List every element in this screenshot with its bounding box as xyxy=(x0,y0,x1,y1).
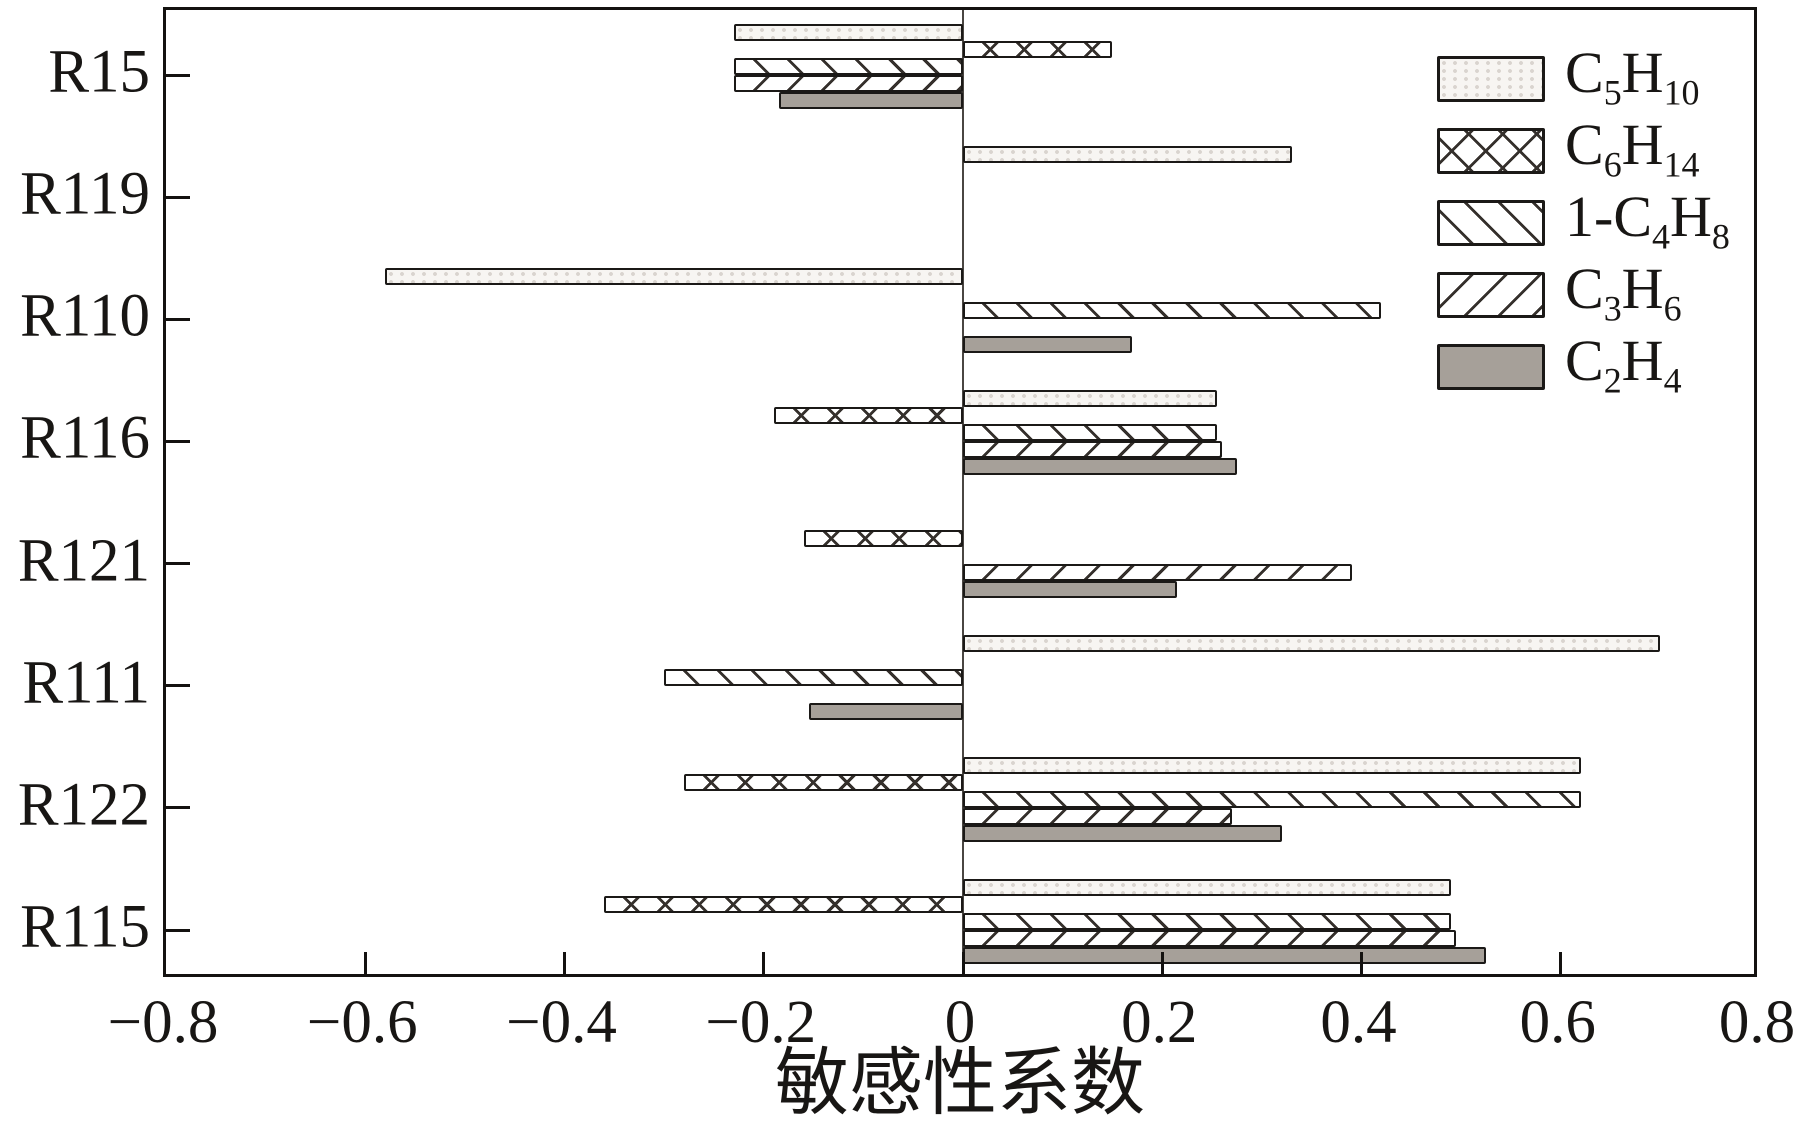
y-tick xyxy=(166,806,190,810)
bar-R122-C2H4 xyxy=(963,824,1282,842)
x-tick xyxy=(1559,952,1563,974)
legend-label-C2H4: C2H4 xyxy=(1565,328,1682,401)
y-tick xyxy=(166,684,190,688)
y-axis-label-R15: R15 xyxy=(48,38,150,106)
y-tick xyxy=(166,73,190,77)
bar-R111-C2H4 xyxy=(808,702,963,720)
bar-R115-C3H6 xyxy=(963,930,1457,947)
x-tick xyxy=(762,952,766,974)
x-axis-label-0.2: 0.2 xyxy=(1121,989,1198,1056)
bar-R119-C5H10 xyxy=(963,146,1292,164)
x-tick xyxy=(563,952,566,974)
bar-R122-C3H6 xyxy=(963,807,1232,825)
bar-R110-C2H4 xyxy=(963,336,1133,354)
bar-R115-C2H4 xyxy=(963,947,1487,964)
bar-R115-C5H10 xyxy=(963,879,1452,896)
bar-R122-1-C4H8 xyxy=(963,790,1581,808)
bar-R121-C6H14 xyxy=(803,529,963,547)
bar-R15-C3H6 xyxy=(733,75,963,92)
bar-R111-1-C4H8 xyxy=(664,668,963,686)
bar-R116-C5H10 xyxy=(963,390,1218,408)
bar-R15-C2H4 xyxy=(778,92,963,109)
x-axis-label-−0.2: −0.2 xyxy=(705,989,817,1056)
bar-R15-C6H14 xyxy=(963,41,1113,58)
bar-R15-1-C4H8 xyxy=(733,58,963,75)
y-tick xyxy=(166,317,190,321)
bar-R122-C6H14 xyxy=(684,773,963,791)
y-axis-label-R115: R115 xyxy=(20,893,150,961)
legend-label-1-C4H8: 1-C4H8 xyxy=(1565,184,1730,257)
x-tick xyxy=(1160,952,1164,974)
legend-label-C5H10: C5H10 xyxy=(1565,40,1700,113)
y-tick xyxy=(166,439,190,443)
bar-R116-C3H6 xyxy=(963,441,1223,459)
bar-R122-C5H10 xyxy=(963,756,1581,774)
bar-R116-C2H4 xyxy=(963,458,1237,476)
y-tick xyxy=(166,928,190,932)
legend-swatch-1-C4H8 xyxy=(1437,200,1545,246)
legend-swatch-C2H4 xyxy=(1437,344,1545,390)
y-axis-label-R111: R111 xyxy=(22,649,150,717)
y-axis-label-R119: R119 xyxy=(20,160,150,228)
legend-label-C6H14: C6H14 xyxy=(1565,112,1700,185)
bar-R111-C5H10 xyxy=(963,634,1661,652)
legend-swatch-C3H6 xyxy=(1437,272,1545,318)
x-tick xyxy=(363,952,367,974)
y-tick xyxy=(166,562,190,566)
legend-swatch-C6H14 xyxy=(1437,128,1545,174)
x-axis-label-−0.4: −0.4 xyxy=(506,989,617,1056)
x-axis-label-−0.6: −0.6 xyxy=(306,989,418,1056)
x-axis-label-0.6: 0.6 xyxy=(1519,989,1596,1056)
legend-label-C3H6: C3H6 xyxy=(1565,256,1682,329)
x-axis-title: 敏感性系数 xyxy=(775,1040,1145,1126)
y-axis-label-R122: R122 xyxy=(17,771,150,839)
bar-R110-1-C4H8 xyxy=(963,302,1382,320)
x-tick xyxy=(1360,952,1363,974)
bar-R116-1-C4H8 xyxy=(963,424,1218,442)
zero-axis-line xyxy=(962,10,964,974)
y-axis-label-R110: R110 xyxy=(20,282,150,350)
x-axis-label-−0.8: −0.8 xyxy=(107,989,219,1056)
y-axis-label-R116: R116 xyxy=(20,404,150,472)
x-axis-label-0: 0 xyxy=(944,989,976,1056)
y-tick xyxy=(166,195,190,199)
x-axis-label-0.4: 0.4 xyxy=(1320,989,1397,1056)
bar-R121-C2H4 xyxy=(963,580,1178,598)
bar-R115-1-C4H8 xyxy=(963,913,1452,930)
bar-R110-C5H10 xyxy=(385,268,963,286)
x-axis-label-0.8: 0.8 xyxy=(1718,989,1796,1056)
plot-area: C5H10 C6H14 1-C4H8 C3H6 C2H4 xyxy=(163,7,1757,977)
y-axis-label-R121: R121 xyxy=(17,527,150,595)
legend-swatch-C5H10 xyxy=(1437,56,1545,102)
bar-R15-C5H10 xyxy=(733,24,963,41)
bar-R115-C6H14 xyxy=(604,896,963,913)
bar-R116-C6H14 xyxy=(773,407,963,425)
x-tick xyxy=(961,952,965,974)
bar-R121-C3H6 xyxy=(963,563,1352,581)
